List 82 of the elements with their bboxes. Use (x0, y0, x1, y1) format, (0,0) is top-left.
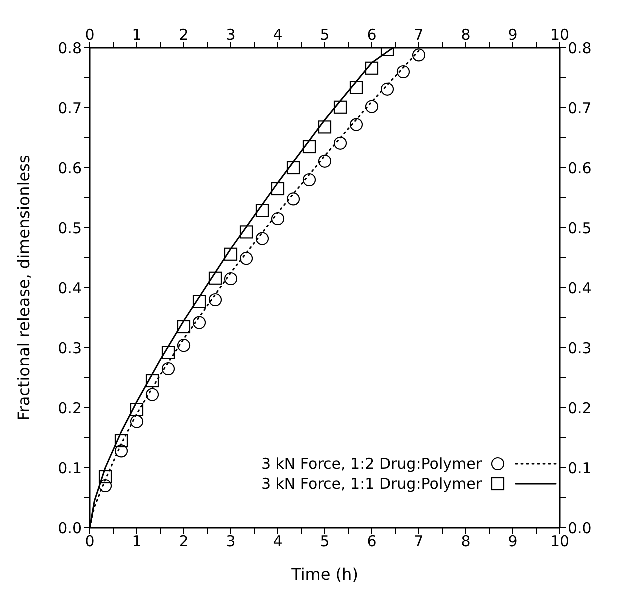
x2-tick-label: 10 (550, 532, 570, 551)
x-tick-label: 7 (414, 26, 424, 44)
point (192, 316, 206, 330)
y-tick-label: 0.4 (58, 279, 82, 298)
point (240, 252, 254, 266)
point (130, 415, 144, 428)
point (256, 232, 270, 246)
point (162, 362, 176, 376)
point (286, 161, 300, 175)
point (302, 140, 316, 154)
legend-label: 3 kN Force, 1:2 Drug:Polymer (261, 454, 482, 474)
x2-tick-label: 3 (226, 532, 236, 551)
x2-tick-label: 4 (273, 532, 283, 551)
x-tick-label: 10 (550, 26, 570, 44)
y2-tick-label: 0.5 (568, 219, 592, 238)
point (318, 120, 332, 134)
y2-tick-label: 0.7 (568, 99, 592, 118)
y-tick-label: 0.6 (58, 159, 82, 178)
point (146, 374, 160, 388)
point (350, 118, 364, 132)
x2-tick-label: 5 (320, 532, 330, 551)
y-tick-label: 0.7 (58, 99, 82, 118)
y2-tick-label: 0.3 (568, 339, 592, 358)
y-tick-label: 0.3 (58, 339, 82, 358)
y2-tick-label: 0.1 (568, 459, 592, 478)
point (146, 388, 160, 402)
point (350, 81, 364, 94)
y-tick-label: 0.1 (58, 459, 82, 478)
x-tick-label: 9 (508, 26, 518, 44)
point (365, 62, 379, 75)
y-axis-title: Fractional release, dimensionless (14, 155, 34, 421)
point (208, 272, 222, 285)
point (114, 444, 128, 458)
point (256, 204, 270, 218)
point (98, 470, 112, 484)
x-tick-label: 8 (461, 26, 471, 44)
point (130, 403, 144, 416)
x2-tick-label: 1 (132, 532, 142, 551)
y2-tick-label: 0.8 (568, 39, 592, 58)
point (162, 346, 176, 360)
point (208, 293, 222, 307)
point (365, 100, 379, 114)
point (177, 339, 191, 352)
x-tick-label: 3 (226, 26, 236, 44)
point (412, 48, 426, 62)
point (224, 272, 238, 286)
x-tick-label: 2 (179, 26, 189, 44)
x-axis-title: Time (h) (290, 565, 358, 584)
y2-tick-label: 0.0 (568, 519, 592, 538)
x-tick-label: 1 (132, 26, 142, 44)
y-tick-label: 0.2 (58, 399, 82, 418)
x2-tick-label: 7 (414, 532, 424, 551)
y2-tick-label: 0.6 (568, 159, 592, 178)
point (396, 65, 410, 79)
y-tick-label: 0.0 (58, 519, 82, 538)
point (192, 295, 206, 308)
y2-tick-label: 0.4 (568, 279, 592, 298)
x2-tick-label: 8 (461, 532, 471, 551)
x2-tick-label: 9 (508, 532, 518, 551)
x2-tick-label: 6 (367, 532, 377, 551)
x-tick-label: 5 (320, 26, 330, 44)
point (380, 82, 394, 96)
x-tick-label: 6 (367, 26, 377, 44)
y2-tick-label: 0.2 (568, 399, 592, 418)
point (240, 226, 254, 239)
legend-label: 3 kN Force, 1:1 Drug:Polymer (261, 474, 482, 494)
point (334, 136, 348, 150)
point (224, 248, 238, 261)
point (271, 212, 285, 226)
point (334, 100, 348, 114)
x-tick-label: 0 (85, 26, 95, 44)
point (271, 182, 285, 196)
x2-tick-label: 0 (85, 532, 95, 551)
point (177, 320, 191, 334)
y-tick-label: 0.5 (58, 219, 82, 238)
point (114, 434, 128, 448)
x-tick-label: 4 (273, 26, 283, 44)
point (318, 154, 332, 168)
x2-tick-label: 2 (179, 532, 189, 551)
point (286, 192, 300, 206)
point (302, 173, 316, 187)
y-tick-label: 0.8 (58, 39, 82, 58)
